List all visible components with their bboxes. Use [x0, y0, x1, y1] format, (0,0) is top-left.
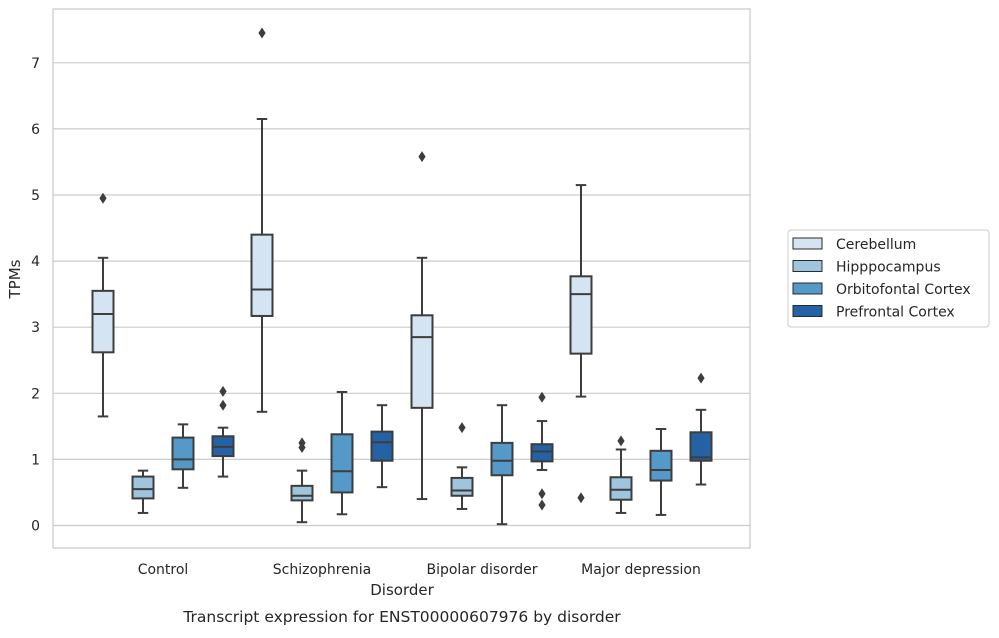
x-axis-label: Disorder: [370, 581, 434, 599]
box-body: [689, 431, 713, 462]
legend-label-cerebellum: Cerebellum: [836, 237, 916, 253]
box-body: [450, 476, 474, 497]
box-body: [250, 233, 274, 317]
plot-area-frame: [52, 8, 751, 549]
legend-swatch-orbitofontal-cortex: [792, 282, 823, 295]
x-tick-label: Control: [138, 562, 189, 578]
outlier-point: [577, 492, 585, 504]
x-tick-label: Major depression: [581, 562, 701, 578]
legend-swatch-cerebellum: [792, 237, 823, 250]
outlier-point: [99, 192, 107, 204]
legend-label-hipppocampus: Hipppocampus: [836, 260, 941, 276]
legend: Cerebellum Hipppocampus Orbitofontal Corte…: [787, 229, 990, 328]
box-body: [330, 433, 354, 494]
legend-swatch-hipppocampus: [792, 260, 823, 272]
y-tick-label: 2: [31, 386, 40, 402]
outlier-point: [219, 385, 227, 397]
box-schizophrenia-hipppocampus: [290, 437, 314, 524]
outlier-point: [418, 151, 426, 163]
outlier-point: [617, 435, 625, 447]
y-tick-label: 3: [31, 320, 40, 336]
x-tick-labels: Control Schizophrenia Bipolar disorder Majo…: [138, 562, 701, 578]
legend-frame: [787, 229, 990, 328]
box-control-cerebellum: [91, 192, 115, 418]
outlier-point: [298, 437, 306, 449]
box-body: [609, 476, 633, 501]
box-bipolar-disorder-prefrontal-cortex: [530, 391, 554, 511]
box-body: [370, 430, 394, 462]
y-tick-label: 4: [31, 254, 40, 270]
legend-swatch-prefrontal-cortex: [792, 305, 823, 317]
box-control-prefrontal-cortex: [211, 385, 235, 478]
y-tick-label: 5: [31, 188, 40, 204]
chart-caption: Transcript expression for ENST0000060797…: [182, 608, 621, 626]
box-body: [530, 443, 554, 463]
box-major-depression-orbitofontal-cortex: [649, 427, 673, 516]
outlier-point: [697, 372, 705, 384]
outlier-point: [219, 399, 227, 411]
gridlines: [53, 62, 750, 527]
legend-label-prefrontal-cortex: Prefrontal Cortex: [836, 305, 955, 321]
box-major-depression-cerebellum: [569, 184, 593, 504]
x-tick-label: Schizophrenia: [273, 562, 371, 578]
box-body: [410, 314, 434, 409]
box-body: [569, 275, 593, 355]
box-control-orbitofontal-cortex: [171, 423, 195, 489]
box-control-hipppocampus: [131, 469, 155, 514]
box-body: [131, 475, 155, 500]
box-bipolar-disorder-hipppocampus: [450, 422, 474, 510]
box-bipolar-disorder-orbitofontal-cortex: [490, 404, 514, 526]
box-schizophrenia-cerebellum: [250, 27, 274, 413]
box-body: [649, 449, 673, 482]
box-body: [490, 441, 514, 477]
box-body: [91, 289, 115, 354]
box-schizophrenia-prefrontal-cortex: [370, 404, 394, 489]
y-axis-label: TPMs: [6, 259, 24, 299]
box-schizophrenia-orbitofontal-cortex: [330, 390, 354, 516]
y-tick-label: 6: [31, 122, 40, 138]
box-major-depression-hipppocampus: [609, 435, 633, 514]
legend-label-orbitofontal-cortex: Orbitofontal Cortex: [836, 282, 971, 298]
outlier-point: [258, 27, 266, 39]
y-tick-label: 0: [31, 519, 40, 535]
y-tick-label: 7: [31, 56, 40, 72]
outlier-point: [538, 499, 546, 511]
box-groups: [91, 27, 713, 526]
x-tick-label: Bipolar disorder: [426, 562, 537, 578]
y-tick-label: 1: [31, 452, 40, 468]
box-bipolar-disorder-cerebellum: [410, 151, 434, 501]
box-major-depression-prefrontal-cortex: [689, 372, 713, 486]
box-body: [171, 436, 195, 471]
box-body: [290, 484, 314, 502]
y-tick-labels: 0 1 2 3 4 5 6 7: [31, 56, 40, 535]
outlier-point: [458, 422, 466, 434]
outlier-point: [538, 391, 546, 403]
outlier-point: [538, 488, 546, 500]
